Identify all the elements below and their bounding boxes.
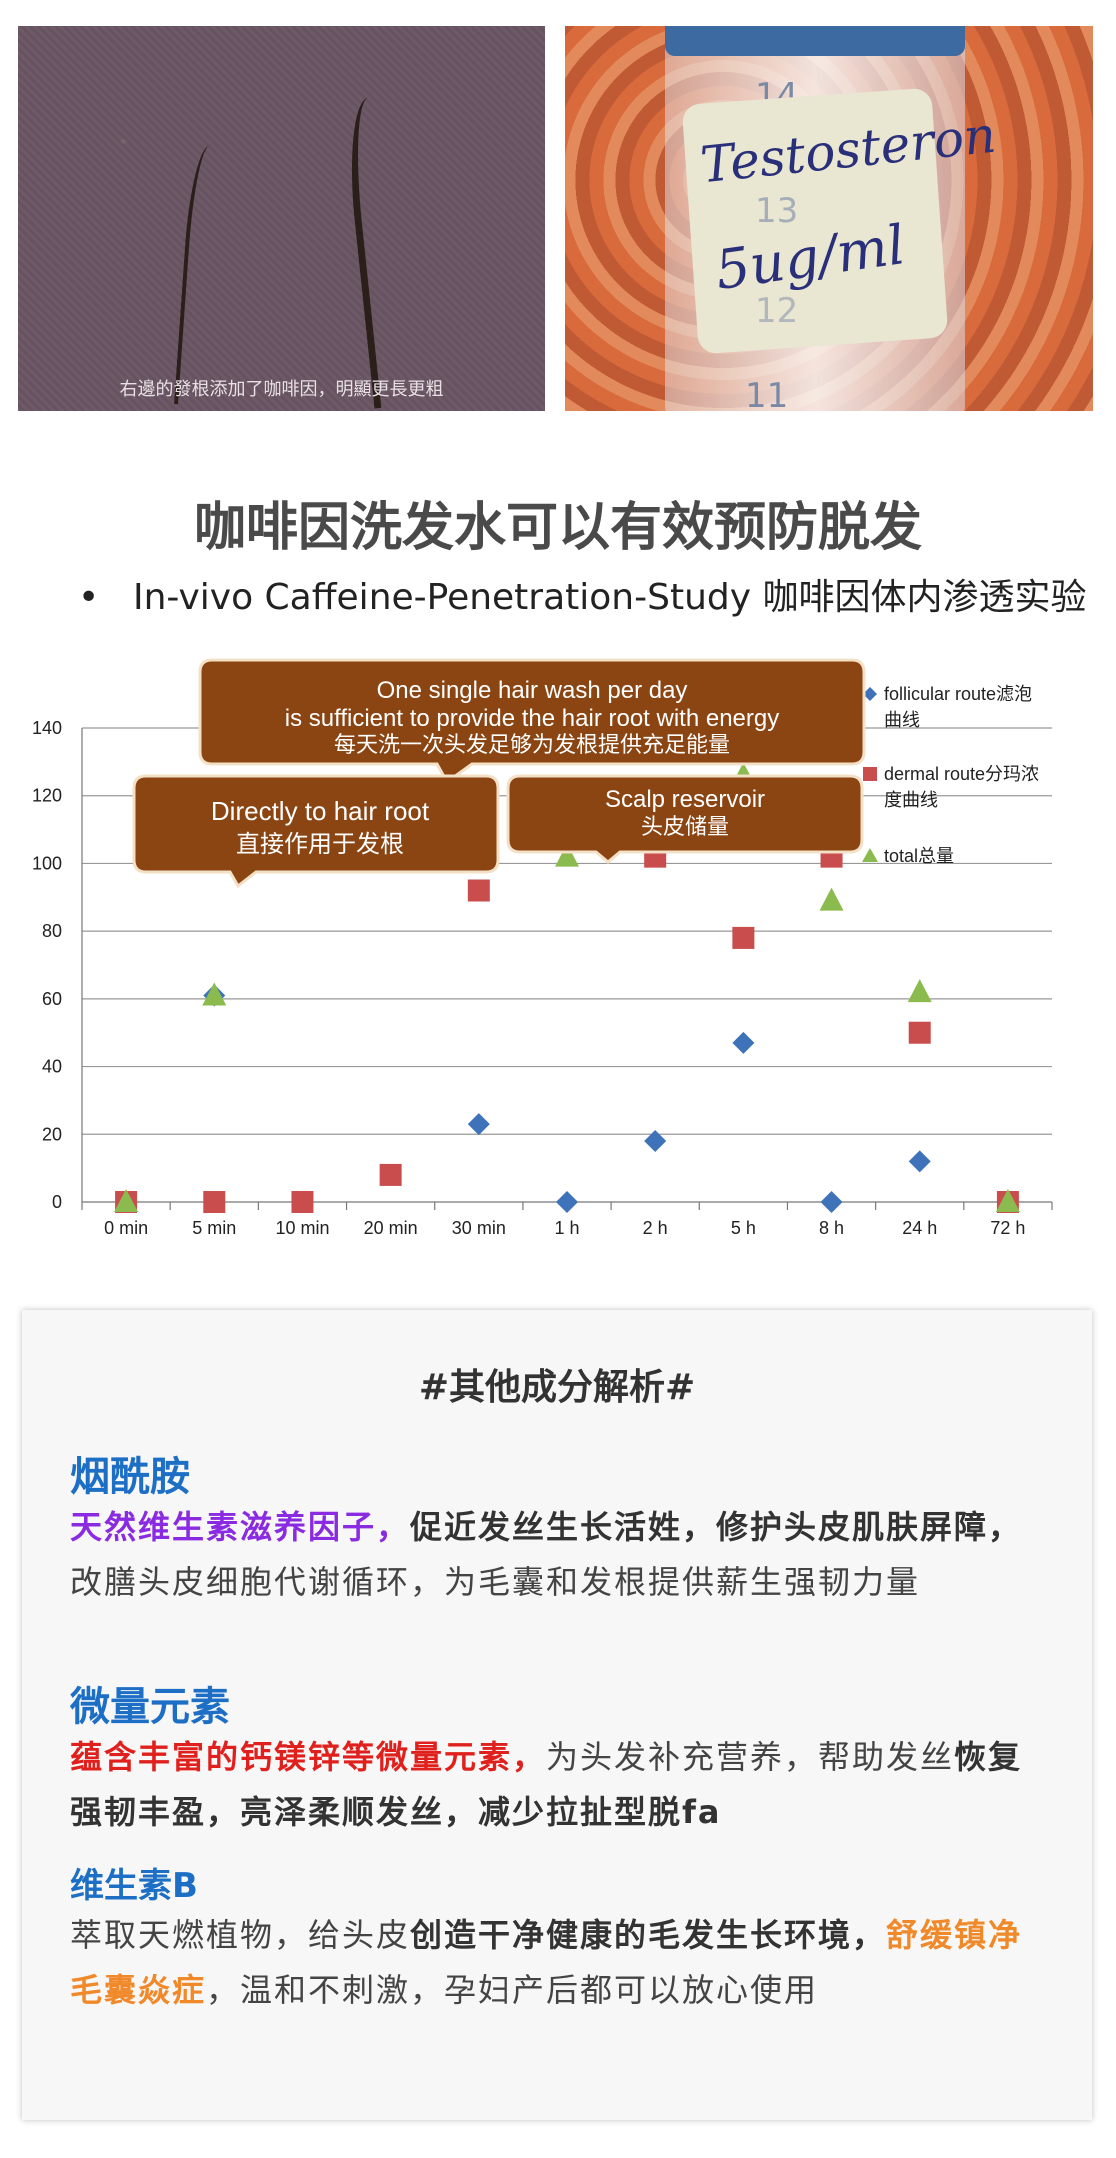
data-point-diamond [732,1031,755,1054]
section-text-niacinamide: 天然维生素滋养因子，促近发丝生长活姓，修护头皮肌肤屏障， 改膳头皮细胞代谢循环，为… [70,1500,1050,1610]
legend-marker-square [863,767,877,781]
testosterone-tube-photo: 14 13 12 Testosteron 5ug/ml 11 [565,26,1093,411]
y-tick-label: 120 [32,786,62,806]
x-tick-label: 0 min [104,1218,148,1238]
x-tick-label: 2 h [643,1218,668,1238]
ingredient-card: #其他成分解析# 烟酰胺 天然维生素滋养因子，促近发丝生长活姓，修护头皮肌肤屏障… [22,1310,1092,2120]
data-point-square [467,879,490,902]
data-point-square [908,1021,931,1044]
trace-elements-bold: 恢复强韧丰盈，亮泽柔顺发丝，减少拉扯型脱fa [70,1738,1023,1831]
page-title: 咖啡因洗发水可以有效预防脱发 [193,498,922,558]
vitamin-b-highlight: 舒缓镇净毛囊焱症 [70,1916,1023,2009]
data-point-triangle [907,979,932,1003]
legend-label-line1: dermal route分玛浓 [884,764,1039,784]
callout-top: One single hair wash per day is sufficie… [198,658,866,785]
y-tick-label: 140 [32,718,62,738]
data-point-square [203,1191,226,1213]
data-point-square [291,1191,314,1213]
data-point-triangle [555,843,579,867]
data-point-diamond [820,1191,843,1213]
data-point-diamond [644,1130,667,1153]
x-tick-label: 5 h [731,1218,756,1238]
caffeine-penetration-chart: 0 20 40 60 80 100 120 140 0 min 5 min 10 min 20 min… [32,658,1053,1238]
data-point-triangle [202,982,227,1006]
hair-strand-left [173,144,237,408]
trace-elements-highlight: 蕴含丰富的钙镁锌等微量元素， [70,1738,547,1776]
tube-graduation-low: 12 [755,291,799,331]
callout-top-line2: is sufficient to provide the hair root w… [285,705,779,732]
section-text-trace-elements: 蕴含丰富的钙镁锌等微量元素，为头发补充营养，帮助发丝恢复强韧丰盈，亮泽柔顺发丝，… [70,1730,1050,1840]
y-tick-label: 80 [42,921,62,941]
tube-cap [665,26,965,56]
niacinamide-bold: 促近发丝生长活姓，修护头皮肌肤屏障， [410,1508,1023,1546]
y-tick-label: 60 [42,989,62,1009]
vitamin-b-plain1: 萃取天燃植物，给头皮 [70,1916,411,1954]
callout-top-line3: 每天洗一次头发足够为发根提供充足能量 [334,732,730,757]
niacinamide-plain: 改膳头皮细胞代谢循环，为毛囊和发根提供薪生强韧力量 [70,1563,921,1601]
y-tick-label: 40 [42,1057,62,1077]
card-title: #其他成分解析# [418,1367,696,1408]
x-tick-label: 20 min [364,1218,418,1238]
x-tick-label: 72 h [990,1218,1025,1238]
niacinamide-highlight: 天然维生素滋养因子， [70,1508,411,1546]
section-text-vitamin-b: 萃取天燃植物，给头皮创造干净健康的毛发生长环境，舒缓镇净毛囊焱症，温和不刺激，孕… [70,1908,1050,2018]
study-subtitle: • In-vivo Caffeine-Penetration-Study 咖啡因体… [78,568,1087,620]
x-tick-label: 5 min [192,1218,236,1238]
data-point-diamond [908,1150,931,1173]
legend-label-line2: 度曲线 [884,790,938,810]
section-heading-vitamin-b: 维生素B [70,1866,198,1906]
photo-caption: 右邊的發根添加了咖啡因，明顯更長更粗 [119,379,444,400]
callout-left-line2: 直接作用于发根 [236,831,404,858]
data-point-triangle [819,887,844,911]
vitamin-b-bold: 创造干净健康的毛发生长环境， [410,1916,887,1954]
data-point-square [732,926,755,949]
callout-right: Scalp reservoir 头皮储量 [506,774,864,864]
chart-axes: 0 20 40 60 80 100 120 140 0 min 5 min 10 min 20 min… [32,718,1053,1238]
section-heading-trace-elements: 微量元素 [70,1684,230,1730]
tube-graduation-bottom: 11 [745,376,789,411]
data-point-triangle [114,1189,139,1212]
legend-marker-triangle [862,848,878,862]
callout-right-line2: 头皮储量 [641,814,729,839]
y-tick-label: 0 [52,1192,62,1212]
chart-marks [114,762,1020,1213]
x-tick-label: 30 min [452,1218,506,1238]
callout-left-line1: Directly to hair root [211,796,430,826]
data-point-diamond [467,1113,490,1136]
callout-left: Directly to hair root 直接作用于发根 [132,774,500,889]
legend-label-line1: follicular route滤泡 [884,684,1032,704]
data-point-square [379,1163,402,1186]
legend-label-line2: 曲线 [884,710,920,730]
legend-marker-diamond [863,687,877,701]
x-tick-label: 24 h [902,1218,937,1238]
subtitle-text: In-vivo Caffeine-Penetration-Study 咖啡因体内… [133,577,1087,618]
trace-elements-plain: 为头发补充营养，帮助发丝 [546,1738,955,1776]
x-tick-label: 10 min [275,1218,329,1238]
y-tick-label: 100 [32,853,62,873]
data-point-triangle [995,1189,1020,1212]
legend-label-line1: total总量 [884,846,954,866]
y-tick-label: 20 [42,1124,62,1144]
callout-top-line1: One single hair wash per day [377,677,688,704]
section-heading-niacinamide: 烟酰胺 [70,1454,190,1500]
data-point-diamond [556,1191,578,1213]
x-tick-label: 1 h [554,1218,579,1238]
tube-graduation-mid: 13 [755,191,799,231]
hair-strand-right [341,93,442,409]
vitamin-b-plain2: ，温和不刺激，孕妇产后都可以放心使用 [206,1971,819,2009]
callout-right-line1: Scalp reservoir [605,786,765,813]
x-tick-label: 8 h [819,1218,844,1238]
hair-root-photo: 右邊的發根添加了咖啡因，明顯更長更粗 [18,26,545,411]
bullet-icon: • [78,577,100,618]
